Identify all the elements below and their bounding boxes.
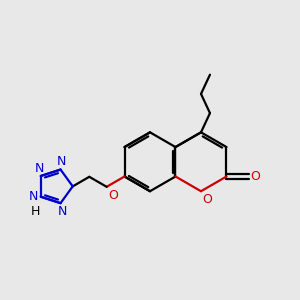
Text: N: N xyxy=(28,190,38,203)
Text: N: N xyxy=(57,205,67,218)
Text: N: N xyxy=(35,161,44,175)
Text: O: O xyxy=(202,193,212,206)
Text: N: N xyxy=(57,155,66,168)
Text: O: O xyxy=(250,170,260,183)
Text: O: O xyxy=(108,189,118,202)
Text: H: H xyxy=(31,205,40,218)
